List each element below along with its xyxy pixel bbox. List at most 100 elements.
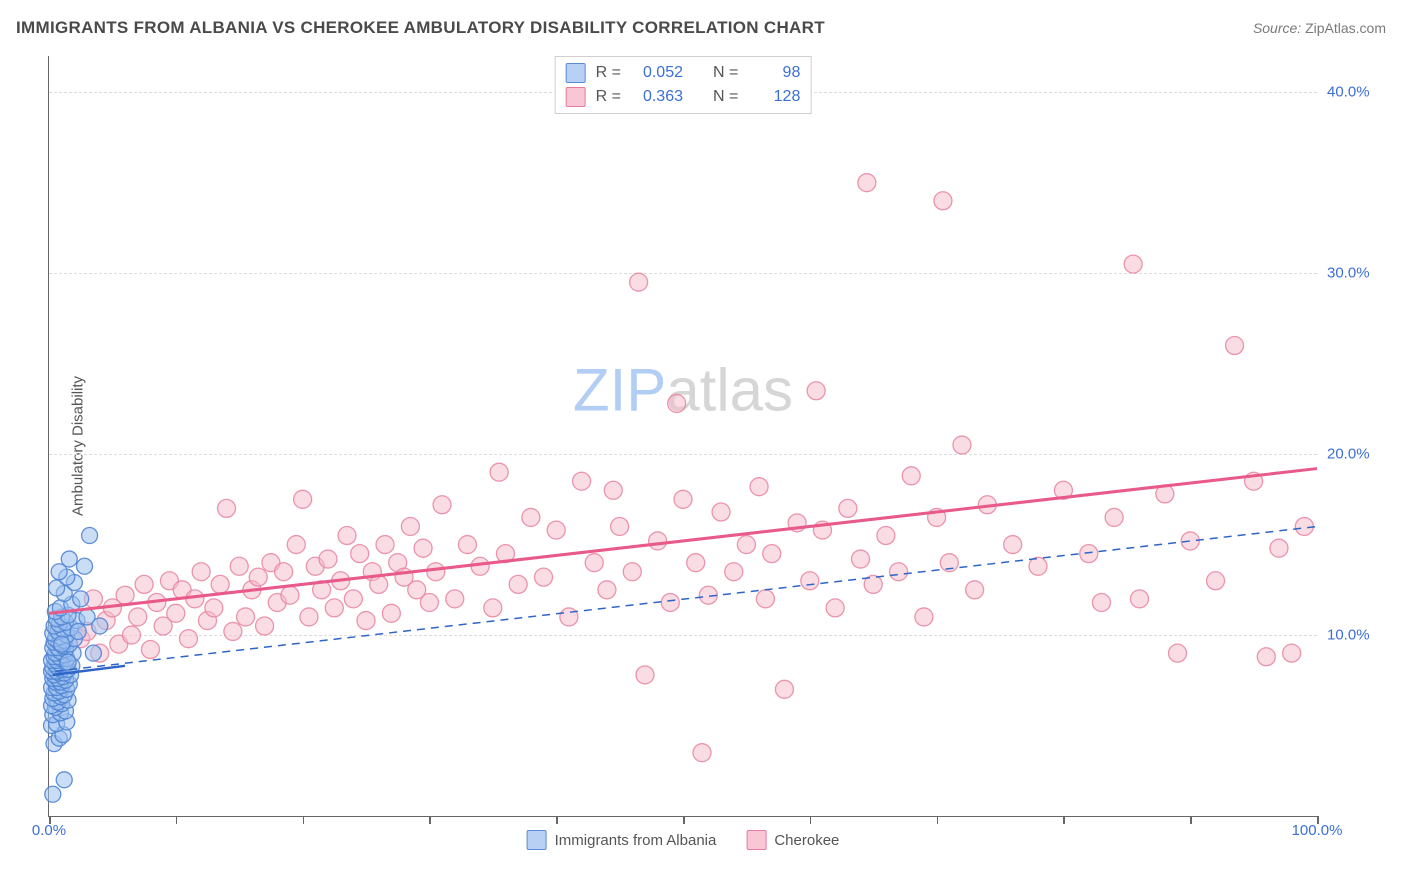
pink-point [230,557,248,575]
pink-point [509,575,527,593]
x-tick-mark [1063,816,1065,824]
legend-correlation: R = 0.052 N = 98 R = 0.363 N = 128 [555,56,812,114]
pink-point [287,536,305,554]
blue-point [61,551,77,567]
legend-item-cherokee: Cherokee [746,830,839,850]
pink-point [801,572,819,590]
pink-point [141,641,159,659]
pink-point [135,575,153,593]
pink-point [1283,644,1301,662]
pink-point [211,575,229,593]
pink-point [763,545,781,563]
pink-point [668,394,686,412]
pink-point [636,666,654,684]
pink-point [218,499,236,517]
pink-point [934,192,952,210]
legend-label-albania: Immigrants from Albania [555,832,717,849]
pink-point [325,599,343,617]
pink-point [382,604,400,622]
pink-point [1105,508,1123,526]
pink-point [490,463,508,481]
x-tick-mark [303,816,305,824]
pink-point [357,612,375,630]
pink-point [1124,255,1142,273]
pink-point [966,581,984,599]
pink-point [1080,545,1098,563]
y-tick-label: 20.0% [1327,446,1370,463]
pink-point [585,554,603,572]
pink-point [737,536,755,554]
pink-point [725,563,743,581]
pink-point [344,590,362,608]
pink-point [852,550,870,568]
pink-point [401,517,419,535]
r-value-pink: 0.363 [631,85,683,109]
pink-point [420,593,438,611]
r-label: R = [596,85,621,109]
pink-point [427,563,445,581]
pink-point [351,545,369,563]
swatch-pink [566,87,586,107]
pink-point [1257,648,1275,666]
pink-point [839,499,857,517]
pink-point [167,604,185,622]
pink-point [458,536,476,554]
pink-point [1130,590,1148,608]
pink-point [370,575,388,593]
pink-point [414,539,432,557]
x-tick-label: 0.0% [32,822,66,839]
pink-point [433,496,451,514]
pink-point [693,744,711,762]
legend-series: Immigrants from Albania Cherokee [527,830,840,850]
pink-point [826,599,844,617]
pink-point [604,481,622,499]
pink-point [611,517,629,535]
legend-row-blue: R = 0.052 N = 98 [566,61,801,85]
pink-point [674,490,692,508]
pink-point [179,630,197,648]
n-label: N = [713,61,738,85]
pink-point [858,174,876,192]
pink-point [319,550,337,568]
x-tick-label: 100.0% [1292,822,1343,839]
blue-point [82,528,98,544]
pink-point [249,568,267,586]
y-tick-label: 10.0% [1327,627,1370,644]
n-label: N = [713,85,738,109]
x-tick-mark [1190,816,1192,824]
blue-point [73,591,89,607]
blue-point [85,645,101,661]
blue-point [45,786,61,802]
legend-label-cherokee: Cherokee [774,832,839,849]
pink-point [890,563,908,581]
pink-point [237,608,255,626]
pink-point [915,608,933,626]
n-value-blue: 98 [748,61,800,85]
pink-point [1004,536,1022,554]
pink-point [807,382,825,400]
pink-point [122,626,140,644]
x-tick-mark [556,816,558,824]
x-tick-mark [810,816,812,824]
x-tick-mark [683,816,685,824]
pink-point [192,563,210,581]
pink-point [1029,557,1047,575]
pink-point [446,590,464,608]
swatch-albania [527,830,547,850]
pink-point [294,490,312,508]
pink-point [630,273,648,291]
scatter-svg [49,56,1317,816]
blue-point [56,772,72,788]
pink-point [750,478,768,496]
blue-point [54,636,70,652]
x-tick-mark [176,816,178,824]
chart-title: IMMIGRANTS FROM ALBANIA VS CHEROKEE AMBU… [16,18,825,38]
pink-point [129,608,147,626]
blue-point [77,558,93,574]
pink-point [484,599,502,617]
x-tick-mark [429,816,431,824]
legend-item-albania: Immigrants from Albania [527,830,717,850]
pink-point [661,593,679,611]
pink-point [712,503,730,521]
blue-point [60,654,76,670]
